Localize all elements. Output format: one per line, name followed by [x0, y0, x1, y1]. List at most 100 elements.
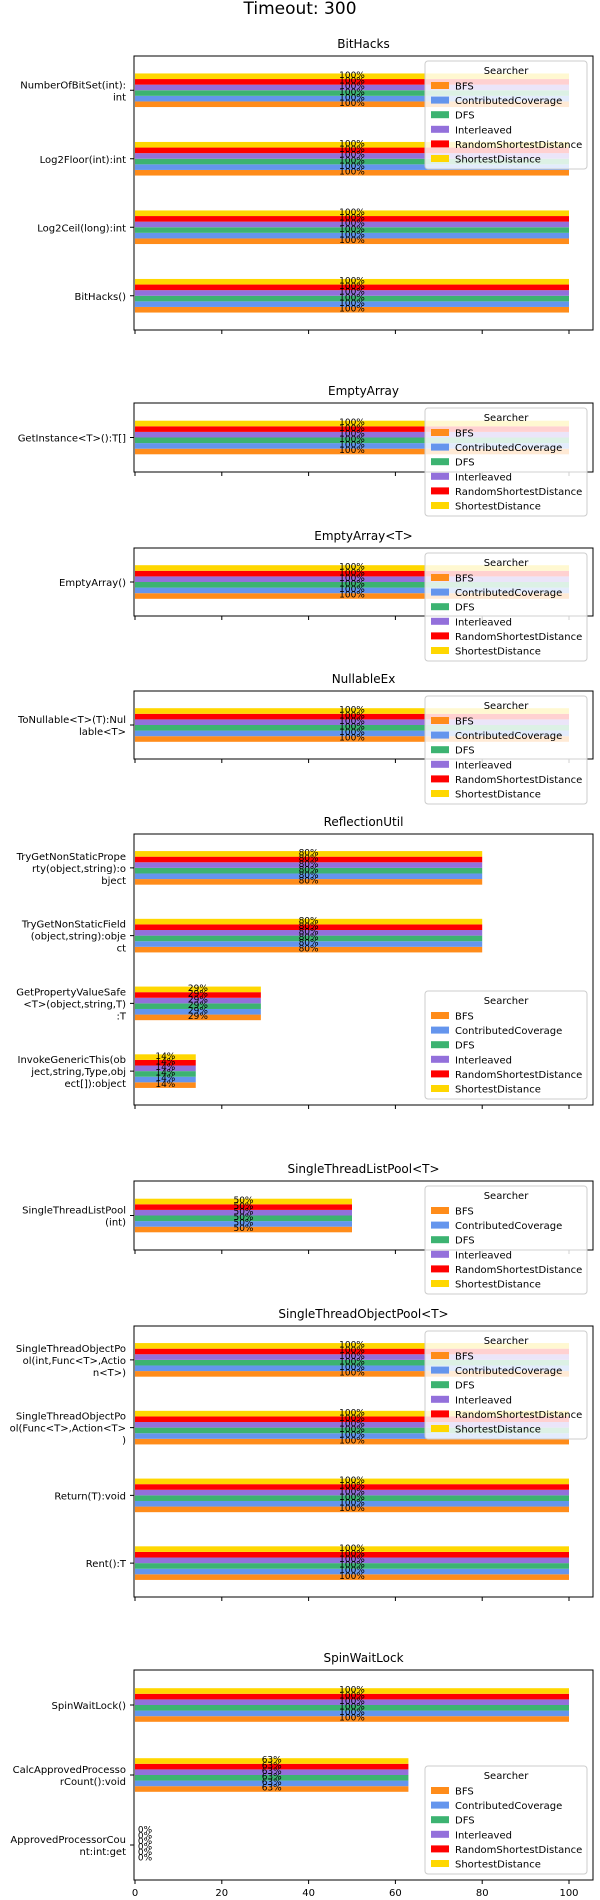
bar-bfs	[135, 1014, 261, 1021]
legend-swatch-bfs	[431, 1787, 449, 1794]
chart-title: EmptyArray	[328, 384, 399, 398]
bar-shortestdistance	[135, 708, 569, 714]
legend-entry-dfs: DFS	[455, 603, 475, 614]
bar-value-label: 100%	[339, 580, 365, 590]
bar-bfs	[135, 1574, 569, 1580]
bar-interleaved	[135, 719, 569, 725]
bar-value-label: 14%	[155, 1052, 175, 1062]
legend-entry-shortestdistance: ShortestDistance	[455, 155, 541, 166]
legend-swatch-contributedcoverage	[431, 96, 449, 104]
bar-value-label: 100%	[339, 304, 365, 314]
bar-randomshortestdistance	[135, 284, 569, 291]
category-label: TryGetNonStaticField (object,string):obje…	[21, 920, 126, 955]
bar-bfs	[135, 736, 569, 742]
bar-dfs	[135, 158, 569, 165]
bar-value-label: 100%	[339, 1561, 365, 1571]
bar-value-label: 100%	[339, 734, 365, 744]
bar-value-label: 100%	[339, 1346, 365, 1356]
bar-value-label: 80%	[299, 939, 319, 949]
bar-contributedcoverage	[135, 1710, 569, 1717]
category-label: ToNullable<T>(T):Nul lable<T>	[17, 715, 126, 738]
legend-swatch-bfs	[431, 1012, 449, 1019]
page-title: Timeout: 300	[243, 0, 357, 19]
x-tick-label: 100	[559, 1888, 578, 1899]
chart-singlethreadobjectpool-t: SingleThreadObjectPool<T> SingleThreadObj…	[10, 1307, 594, 1601]
bar-dfs	[135, 582, 569, 588]
category-label: Rent():T	[86, 1559, 127, 1570]
legend-swatch-randomshortestdistance	[431, 487, 449, 495]
legend-swatch-randomshortestdistance	[431, 140, 449, 148]
bar-value-label: 100%	[339, 1572, 365, 1582]
legend-entry-interleaved: Interleaved	[455, 1055, 512, 1066]
bar-value-label: 100%	[339, 1352, 365, 1362]
bar-value-label: 29%	[188, 1001, 208, 1011]
legend-swatch-bfs	[431, 717, 449, 724]
legend-swatch-shortestdistance	[431, 155, 449, 162]
bar-bfs	[135, 879, 483, 885]
legend-title: Searcher	[484, 1336, 530, 1347]
bar-bfs	[135, 946, 483, 953]
legend-entry-contributedcoverage: ContributedCoverage	[455, 96, 562, 107]
legend-swatch-shortestdistance	[431, 502, 449, 509]
bar-value-label: 100%	[339, 214, 365, 224]
legend-swatch-interleaved	[431, 1395, 449, 1403]
legend-entry-randomshortestdistance: RandomShortestDistance	[455, 1845, 582, 1856]
bar-bfs	[135, 1082, 196, 1088]
bar-value-label: 100%	[339, 93, 365, 103]
legend-entry-interleaved: Interleaved	[455, 617, 512, 628]
bar-contributedcoverage	[135, 95, 569, 102]
legend-entry-contributedcoverage: ContributedCoverage	[455, 1026, 562, 1037]
legend-entry-shortestdistance: ShortestDistance	[455, 647, 541, 658]
bar-bfs	[135, 306, 569, 313]
bar-randomshortestdistance	[135, 1059, 196, 1066]
legend-title: Searcher	[484, 701, 530, 712]
bar-value-label: 63%	[262, 1784, 282, 1794]
bar-value-label: 29%	[188, 984, 208, 994]
bar-value-label: 100%	[339, 99, 365, 109]
bar-bfs	[135, 1438, 569, 1445]
bar-value-label: 80%	[299, 877, 319, 887]
bar-value-label: 100%	[339, 236, 365, 246]
bar-randomshortestdistance	[135, 1693, 569, 1700]
bar-value-label: 100%	[339, 424, 365, 434]
bar-interleaved	[135, 930, 483, 936]
legend-entry-dfs: DFS	[455, 111, 475, 122]
bar-value-label: 100%	[339, 1691, 365, 1701]
bar-value-label: 100%	[339, 591, 365, 601]
bar-shortestdistance	[135, 1343, 569, 1349]
legend-entry-shortestdistance: ShortestDistance	[455, 790, 541, 801]
bar-contributedcoverage	[135, 1500, 569, 1507]
bar-bfs	[135, 169, 569, 176]
legend-entry-dfs: DFS	[455, 1816, 475, 1827]
bar-interleaved	[135, 576, 569, 582]
bar-value-label: 100%	[339, 156, 365, 166]
bar-value-label: 80%	[299, 849, 319, 859]
bar-value-label: 100%	[339, 1341, 365, 1351]
legend: Searcher BFS ContributedCoverage DFS Interle…	[424, 552, 588, 662]
legend: Searcher BFS ContributedCoverage DFS Interle…	[424, 695, 588, 805]
legend-entry-shortestdistance: ShortestDistance	[455, 1280, 541, 1291]
legend-entry-contributedcoverage: ContributedCoverage	[455, 588, 562, 599]
legend-swatch-interleaved	[431, 472, 449, 480]
legend-entry-bfs: BFS	[455, 1012, 474, 1023]
bar-contributedcoverage	[135, 232, 569, 239]
bar-value-label: 100%	[339, 1493, 365, 1503]
bar-contributedcoverage	[135, 1780, 409, 1787]
legend-entry-interleaved: Interleaved	[455, 125, 512, 136]
axes-frame	[133, 833, 594, 1106]
category-label: Return(T):void	[54, 1491, 126, 1502]
bar-value-label: 100%	[339, 1544, 365, 1554]
bar-value-label: 0%	[138, 1837, 153, 1847]
bar-value-label: 100%	[339, 574, 365, 584]
bar-bfs	[135, 238, 569, 245]
bar-value-label: 100%	[339, 230, 365, 240]
bar-value-label: 80%	[299, 916, 319, 926]
bar-value-label: 100%	[339, 1555, 365, 1565]
bar-dfs	[135, 1563, 569, 1569]
bar-shortestdistance	[135, 1198, 352, 1205]
legend-entry-dfs: DFS	[455, 458, 475, 469]
legend-swatch-dfs	[431, 1816, 449, 1824]
bar-value-label: 100%	[339, 82, 365, 92]
legend: Searcher BFS ContributedCoverage DFS Interle…	[424, 1765, 588, 1875]
bar-value-label: 80%	[299, 871, 319, 881]
